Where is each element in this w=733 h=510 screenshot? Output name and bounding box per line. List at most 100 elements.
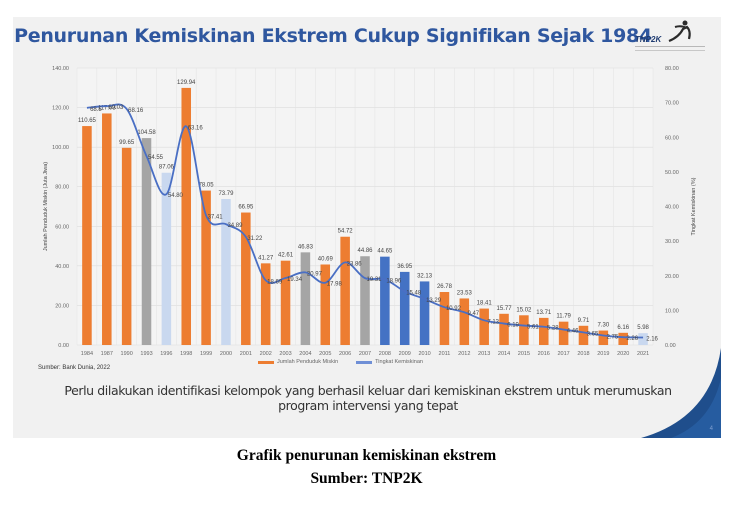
bar bbox=[399, 271, 410, 345]
line-value-label: 2.26 bbox=[626, 336, 638, 342]
y-tick-label: 140.00 bbox=[52, 66, 69, 72]
x-tick-label: 2017 bbox=[557, 351, 569, 357]
bar-value-label: 78.05 bbox=[199, 183, 215, 189]
x-tick-label: 2005 bbox=[319, 351, 331, 357]
bar-value-label: 9.71 bbox=[578, 318, 590, 324]
y2-tick-label: 0.00 bbox=[665, 343, 676, 349]
presentation-slide: Penurunan Kemiskinan Ekstrem Cukup Signi… bbox=[13, 17, 721, 438]
bar-value-label: 32.13 bbox=[417, 273, 433, 279]
line-value-label: 54.55 bbox=[148, 155, 164, 161]
x-tick-label: 2020 bbox=[617, 351, 629, 357]
line-value-label: 15.48 bbox=[406, 290, 422, 296]
x-tick-label: 2012 bbox=[458, 351, 470, 357]
line-value-label: 23.86 bbox=[347, 261, 363, 267]
bar-value-label: 44.86 bbox=[357, 248, 373, 254]
y-tick-label: 120.00 bbox=[52, 106, 69, 112]
line-value-label: 13.29 bbox=[426, 298, 442, 304]
x-tick-label: 1987 bbox=[101, 351, 113, 357]
bar-value-label: 7.30 bbox=[598, 323, 610, 329]
bar bbox=[419, 281, 430, 345]
bar-value-label: 18.41 bbox=[477, 301, 493, 307]
x-tick-label: 2007 bbox=[359, 351, 371, 357]
y2-tick-label: 60.00 bbox=[665, 135, 679, 141]
bar bbox=[280, 260, 291, 345]
y-tick-label: 80.00 bbox=[55, 185, 69, 191]
slide-title: Penurunan Kemiskinan Ekstrem Cukup Signi… bbox=[14, 25, 652, 47]
legend-label-line: Tingkat Kemiskinan bbox=[375, 359, 423, 365]
bar-value-label: 87.06 bbox=[159, 165, 175, 171]
bar-value-label: 99.65 bbox=[119, 140, 135, 146]
x-tick-label: 2016 bbox=[538, 351, 550, 357]
line-value-label: 34.89 bbox=[227, 223, 243, 229]
bar-value-label: 15.02 bbox=[516, 307, 532, 313]
bar-value-label: 104.58 bbox=[137, 130, 156, 136]
bar-value-label: 41.27 bbox=[258, 255, 274, 261]
y2-tick-label: 70.00 bbox=[665, 101, 679, 107]
line-value-label: 63.16 bbox=[188, 125, 204, 131]
bar-value-label: 36.95 bbox=[397, 264, 413, 270]
x-tick-label: 2021 bbox=[637, 351, 649, 357]
x-tick-label: 2006 bbox=[339, 351, 351, 357]
bar bbox=[538, 317, 549, 345]
bar-value-label: 5.98 bbox=[637, 325, 649, 331]
x-tick-label: 1996 bbox=[160, 351, 172, 357]
bar-value-label: 54.72 bbox=[338, 229, 354, 235]
bar bbox=[121, 147, 132, 345]
bar-value-label: 110.65 bbox=[78, 118, 97, 124]
x-tick-label: 2014 bbox=[498, 351, 510, 357]
y-tick-label: 40.00 bbox=[55, 264, 69, 270]
bar-value-label: 40.69 bbox=[318, 256, 334, 262]
x-tick-label: 2001 bbox=[240, 351, 252, 357]
x-tick-label: 2015 bbox=[518, 351, 530, 357]
bar-value-label: 117.03 bbox=[98, 105, 117, 111]
figure-source: Sumber: TNP2K bbox=[310, 470, 423, 487]
figure-caption: Grafik penurunan kemiskinan ekstrem bbox=[236, 447, 497, 464]
bar bbox=[260, 263, 271, 345]
line-value-label: 3.65 bbox=[587, 331, 599, 337]
poverty-rate-line bbox=[86, 103, 644, 339]
line-value-label: 19.34 bbox=[287, 277, 303, 283]
x-tick-label: 1999 bbox=[200, 351, 212, 357]
x-tick-label: 2013 bbox=[478, 351, 490, 357]
tnp2k-logo: TNP2K bbox=[631, 19, 711, 59]
bar bbox=[380, 256, 390, 345]
x-tick-label: 2018 bbox=[577, 351, 589, 357]
line-value-label: 5.28 bbox=[547, 326, 559, 332]
combo-chart: 0.00 20.00 40.00 60.00 80.00 100.00 120.00 140.… bbox=[43, 66, 697, 357]
line-value-label: 4.46 bbox=[567, 329, 579, 335]
bar-value-label: 44.65 bbox=[377, 249, 393, 255]
corner-decoration bbox=[641, 348, 721, 438]
line-value-label: 37.41 bbox=[208, 214, 224, 220]
x-tick-label: 2000 bbox=[220, 351, 232, 357]
legend-label-bars: Jumlah Penduduk Miskin bbox=[277, 359, 339, 365]
bar bbox=[201, 190, 211, 345]
line-value-label: 68.16 bbox=[128, 108, 144, 114]
bar bbox=[618, 332, 628, 345]
line-value-label: 7.13 bbox=[487, 319, 499, 325]
logo-subtitle bbox=[635, 46, 705, 51]
x-tick-label: 2008 bbox=[379, 351, 391, 357]
y2-tick-label: 20.00 bbox=[665, 274, 679, 280]
y2-tick-label: 40.00 bbox=[665, 205, 679, 211]
line-value-label: 2.16 bbox=[646, 337, 658, 343]
x-tick-label: 1993 bbox=[140, 351, 152, 357]
x-tick-label: 2019 bbox=[597, 351, 609, 357]
line-value-label: 17.98 bbox=[327, 282, 343, 288]
bar-value-label: 15.77 bbox=[497, 306, 513, 312]
line-value-label: 68.5 bbox=[90, 107, 102, 113]
bar bbox=[320, 264, 331, 345]
line-value-label: 2.75 bbox=[607, 334, 619, 340]
y-axis-title: Jumlah Penduduk Miskin (Juta Jiwa) bbox=[43, 162, 49, 251]
y-tick-label: 0.00 bbox=[58, 343, 69, 349]
line-value-label: 9.47 bbox=[467, 311, 479, 317]
legend-item-line: Tingkat Kemiskinan bbox=[356, 359, 423, 365]
bar bbox=[221, 199, 231, 345]
x-tick-label: 1990 bbox=[121, 351, 133, 357]
legend-swatch-orange bbox=[258, 360, 274, 364]
y2-tick-label: 30.00 bbox=[665, 239, 679, 245]
bar bbox=[499, 313, 509, 345]
source-note: Sumber: Bank Dunia, 2022 bbox=[38, 365, 111, 371]
y2-tick-label: 80.00 bbox=[665, 66, 679, 72]
bar bbox=[340, 236, 350, 345]
y2-tick-label: 10.00 bbox=[665, 308, 679, 314]
